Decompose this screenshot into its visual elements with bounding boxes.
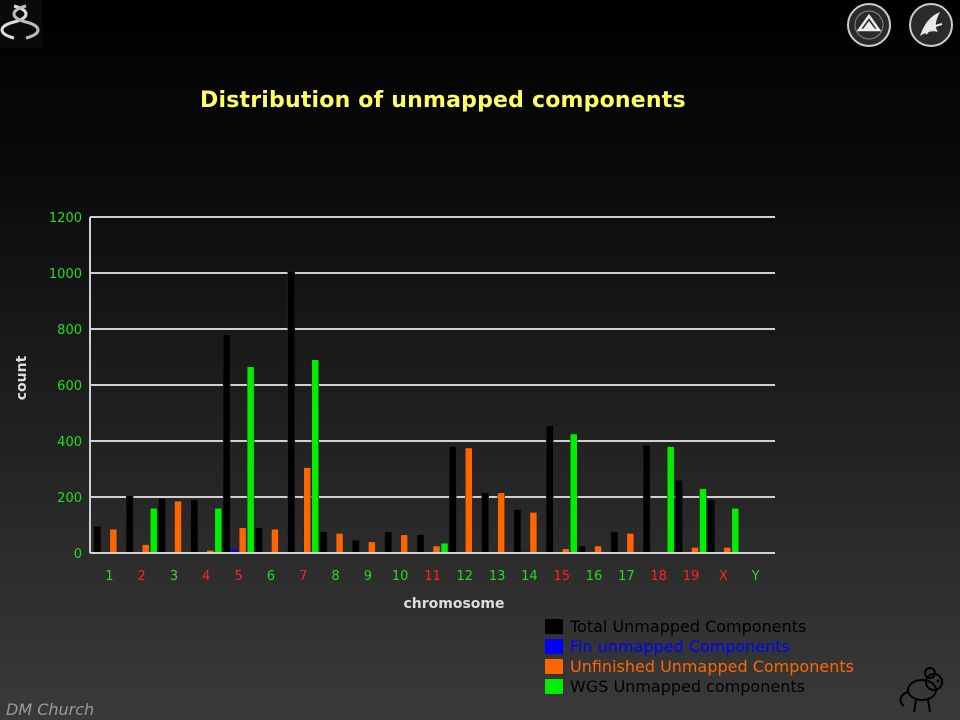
bar-chr15-series0 — [545, 425, 554, 554]
legend-label-unfinished: Unfinished Unmapped Components — [570, 656, 854, 676]
bar-chr10-series0 — [384, 531, 392, 554]
legend-swatch-fin — [544, 637, 564, 655]
bar-chr14-series2 — [529, 512, 538, 554]
x-tick-label-1: 1 — [105, 569, 113, 584]
title-bar — [0, 0, 960, 30]
bar-chr2-series0 — [125, 495, 134, 554]
legend-item-fin: Fin unmapped Components — [544, 636, 790, 656]
x-tick-label-7: 7 — [299, 569, 307, 584]
x-tick-label-9: 9 — [364, 569, 372, 584]
bar-chr6-series0 — [255, 527, 263, 554]
x-tick-label-X: X — [719, 569, 728, 584]
x-tick-label-17: 17 — [618, 569, 635, 584]
bar-chrX-series0 — [707, 499, 716, 554]
bar-chr19-series0 — [675, 479, 683, 554]
legend-label-fin: Fin unmapped Components — [570, 636, 791, 656]
x-tick-label-16: 16 — [586, 569, 603, 584]
y-tick-label-1000: 1000 — [49, 267, 82, 282]
y-tick-label-0: 0 — [74, 547, 82, 562]
dna-helix-logo — [0, 0, 42, 48]
bar-chr5-series3 — [246, 366, 255, 554]
bar-chr18-series0 — [642, 444, 651, 554]
x-tick-label-15: 15 — [553, 569, 570, 584]
x-tick-label-19: 19 — [683, 569, 700, 584]
x-tick-label-6: 6 — [267, 569, 275, 584]
legend-label-wgs: WGS Unmapped components — [570, 676, 805, 696]
x-tick-label-12: 12 — [457, 569, 474, 584]
bar-chr16-series0 — [578, 545, 586, 554]
y-tick-label-600: 600 — [57, 379, 82, 394]
bar-chr11-series2 — [432, 545, 441, 554]
bar-chr5-series2 — [238, 527, 247, 554]
x-tick-label-4: 4 — [202, 569, 210, 584]
x-axis-label: chromosome — [403, 596, 504, 612]
chart-title: Distribution of unmapped components — [200, 88, 686, 113]
legend-item-unfinished: Unfinished Unmapped Components — [544, 656, 854, 676]
bar-chr9-series2 — [368, 541, 376, 554]
bar-chr4-series0 — [190, 499, 199, 554]
y-axis-label: count — [14, 355, 30, 400]
bar-chr7-series0 — [287, 271, 296, 554]
bar-chr8-series2 — [335, 533, 344, 554]
bar-chr17-series0 — [610, 531, 619, 554]
bar-chr3-series2 — [174, 500, 182, 554]
x-tick-label-13: 13 — [489, 569, 506, 584]
legend-label-total: Total Unmapped Components — [570, 616, 807, 636]
y-tick-label-400: 400 — [57, 435, 82, 450]
bar-chr16-series2 — [594, 545, 602, 554]
bar-chr6-series2 — [271, 528, 279, 554]
bar-chr10-series2 — [400, 534, 408, 554]
bar-chr13-series0 — [481, 492, 489, 554]
legend-item-wgs: WGS Unmapped components — [544, 676, 805, 696]
bar-chr14-series0 — [513, 509, 522, 554]
bar-chr18-series3 — [666, 446, 675, 554]
legend-item-total: Total Unmapped Components — [544, 616, 806, 636]
bar-chr2-series2 — [141, 544, 150, 554]
x-tick-label-14: 14 — [521, 569, 538, 584]
bar-chr7-series2 — [303, 467, 312, 554]
y-tick-label-1200: 1200 — [49, 211, 82, 226]
x-tick-label-Y: Y — [751, 569, 760, 584]
bar-chr5-series0 — [222, 334, 231, 554]
x-tick-label-11: 11 — [424, 569, 441, 584]
bar-chr7-series3 — [311, 359, 320, 554]
y-tick-label-800: 800 — [57, 323, 82, 338]
bar-chr17-series2 — [626, 533, 635, 554]
x-tick-label-5: 5 — [234, 569, 242, 584]
bar-chr3-series0 — [158, 498, 166, 554]
legend-swatch-total — [544, 617, 564, 635]
hhs-eagle-logo — [908, 2, 953, 50]
bar-chr19-series3 — [699, 488, 707, 554]
bar-chr8-series0 — [319, 531, 328, 554]
legend-swatch-unfinished — [544, 657, 564, 675]
bar-chr11-series0 — [416, 534, 425, 554]
x-tick-label-8: 8 — [331, 569, 339, 584]
bar-chr13-series2 — [497, 492, 505, 554]
bar-chr2-series3 — [149, 507, 158, 554]
y-tick-label-200: 200 — [57, 491, 82, 506]
bar-chr11-series3 — [440, 542, 449, 554]
x-tick-label-2: 2 — [138, 569, 146, 584]
x-tick-label-18: 18 — [650, 569, 667, 584]
legend-swatch-wgs — [544, 677, 564, 695]
bar-chr12-series2 — [465, 447, 473, 554]
bar-chr1-series0 — [93, 526, 102, 554]
author-credit: DM Church — [6, 700, 95, 719]
x-tick-label-10: 10 — [392, 569, 409, 584]
chart-bars — [93, 271, 740, 554]
nih-seal-logo — [846, 2, 891, 50]
bar-chr4-series3 — [214, 507, 223, 554]
bar-chr9-series0 — [352, 540, 360, 554]
x-tick-label-3: 3 — [170, 569, 178, 584]
bar-chr1-series2 — [109, 528, 118, 554]
bar-chr15-series3 — [569, 433, 578, 554]
bar-chrX-series3 — [731, 507, 740, 554]
bar-chr12-series0 — [449, 446, 457, 554]
mouse-cartoon-icon — [894, 660, 954, 720]
